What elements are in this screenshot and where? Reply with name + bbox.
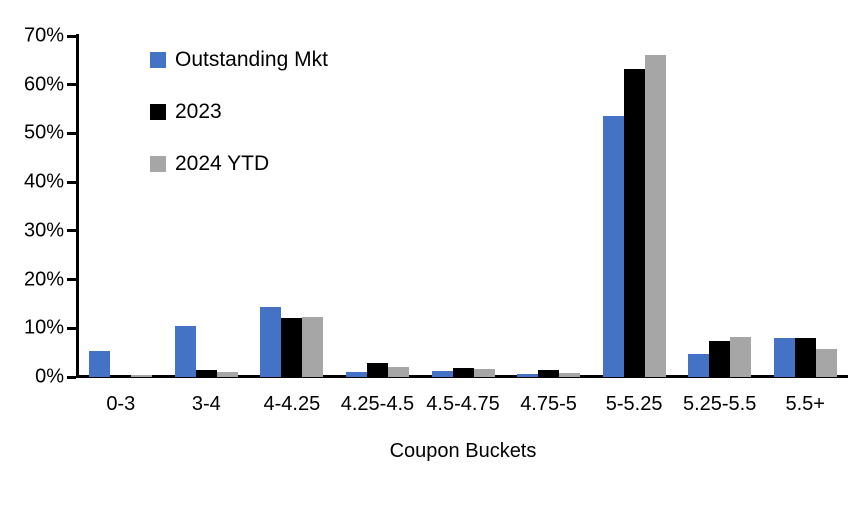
legend: Outstanding Mkt 2023 2024 YTD	[150, 44, 328, 200]
bar-2024-ytd-5-5-25	[644, 54, 666, 377]
y-tick-label-0%: 0%	[35, 365, 64, 388]
bar-2023-3-4	[195, 369, 217, 377]
x-tick-label-5-5-25: 5-5.25	[605, 393, 663, 415]
y-tick-mark-40%	[67, 180, 76, 184]
y-axis-line	[76, 34, 79, 378]
bar-2024-ytd-4-75-5	[559, 373, 581, 377]
y-tick-mark-20%	[67, 278, 76, 282]
y-tick-label-20%: 20%	[23, 268, 64, 291]
bar-outstanding-mkt-0-3	[89, 350, 111, 377]
bar-2023-5-5+	[794, 338, 816, 377]
y-tick-mark-10%	[67, 326, 76, 330]
y-tick-mark-60%	[67, 83, 76, 87]
bar-2024-ytd-4-4-25	[302, 316, 324, 377]
legend-swatch-2023	[150, 104, 166, 120]
x-tick-label-0-3: 0-3	[106, 393, 136, 415]
legend-label-outstanding-mkt: Outstanding Mkt	[175, 48, 328, 71]
bar-2023-5-5-25	[623, 68, 645, 377]
bar-2023-4-75-5	[538, 370, 560, 377]
x-axis-title: Coupon Buckets	[389, 440, 537, 462]
bar-2023-5-25-5-5	[709, 341, 731, 377]
x-tick-label-4-25-4-5: 4.25-4.5	[340, 393, 415, 415]
x-tick-label-5-25-5-5: 5.25-5.5	[682, 393, 757, 415]
bar-2024-ytd-4-5-4-75	[473, 368, 495, 377]
legend-entry-2023: 2023	[150, 96, 328, 128]
legend-entry-2024-ytd: 2024 YTD	[150, 148, 328, 180]
bar-2024-ytd-5-25-5-5	[730, 337, 752, 377]
bar-outstanding-mkt-3-4	[174, 325, 196, 377]
bar-2024-ytd-5-5+	[815, 348, 837, 377]
y-tick-label-40%: 40%	[23, 170, 64, 193]
y-tick-mark-0%	[67, 375, 76, 379]
x-tick-label-4-4-25: 4-4.25	[263, 393, 321, 415]
legend-label-2023: 2023	[175, 100, 222, 123]
bar-2023-4-4-25	[281, 318, 303, 377]
bar-outstanding-mkt-4-75-5	[517, 374, 539, 377]
y-tick-label-70%: 70%	[23, 24, 64, 47]
y-tick-label-60%: 60%	[23, 73, 64, 96]
bar-outstanding-mkt-5-5-25	[602, 116, 624, 377]
bar-outstanding-mkt-4-5-4-75	[431, 371, 453, 377]
bar-2023-4-5-4-75	[452, 367, 474, 377]
y-tick-label-30%: 30%	[23, 219, 64, 242]
legend-swatch-outstanding-mkt	[150, 52, 166, 68]
bar-2024-ytd-0-3	[131, 374, 153, 377]
x-tick-label-5-5+: 5.5+	[785, 393, 825, 415]
legend-entry-outstanding-mkt: Outstanding Mkt	[150, 44, 328, 76]
x-tick-label-4-75-5: 4.75-5	[520, 393, 577, 415]
x-tick-label-4-5-4-75: 4.5-4.75	[426, 393, 500, 415]
bar-2024-ytd-4-25-4-5	[387, 367, 409, 377]
y-tick-label-10%: 10%	[23, 316, 64, 339]
x-tick-label-3-4: 3-4	[191, 393, 221, 415]
legend-swatch-2024-ytd	[150, 156, 166, 172]
bar-outstanding-mkt-5-5+	[773, 338, 795, 377]
legend-label-2024-ytd: 2024 YTD	[175, 152, 270, 175]
y-tick-mark-50%	[67, 131, 76, 135]
bar-outstanding-mkt-4-25-4-5	[345, 372, 367, 377]
bar-outstanding-mkt-5-25-5-5	[688, 354, 710, 377]
bar-outstanding-mkt-4-4-25	[260, 306, 282, 377]
y-tick-mark-30%	[67, 229, 76, 233]
y-tick-label-50%: 50%	[23, 121, 64, 144]
bar-2024-ytd-3-4	[216, 371, 238, 377]
y-tick-mark-70%	[67, 34, 76, 38]
bar-2023-4-25-4-5	[366, 363, 388, 377]
bar-2023-0-3	[110, 376, 132, 377]
